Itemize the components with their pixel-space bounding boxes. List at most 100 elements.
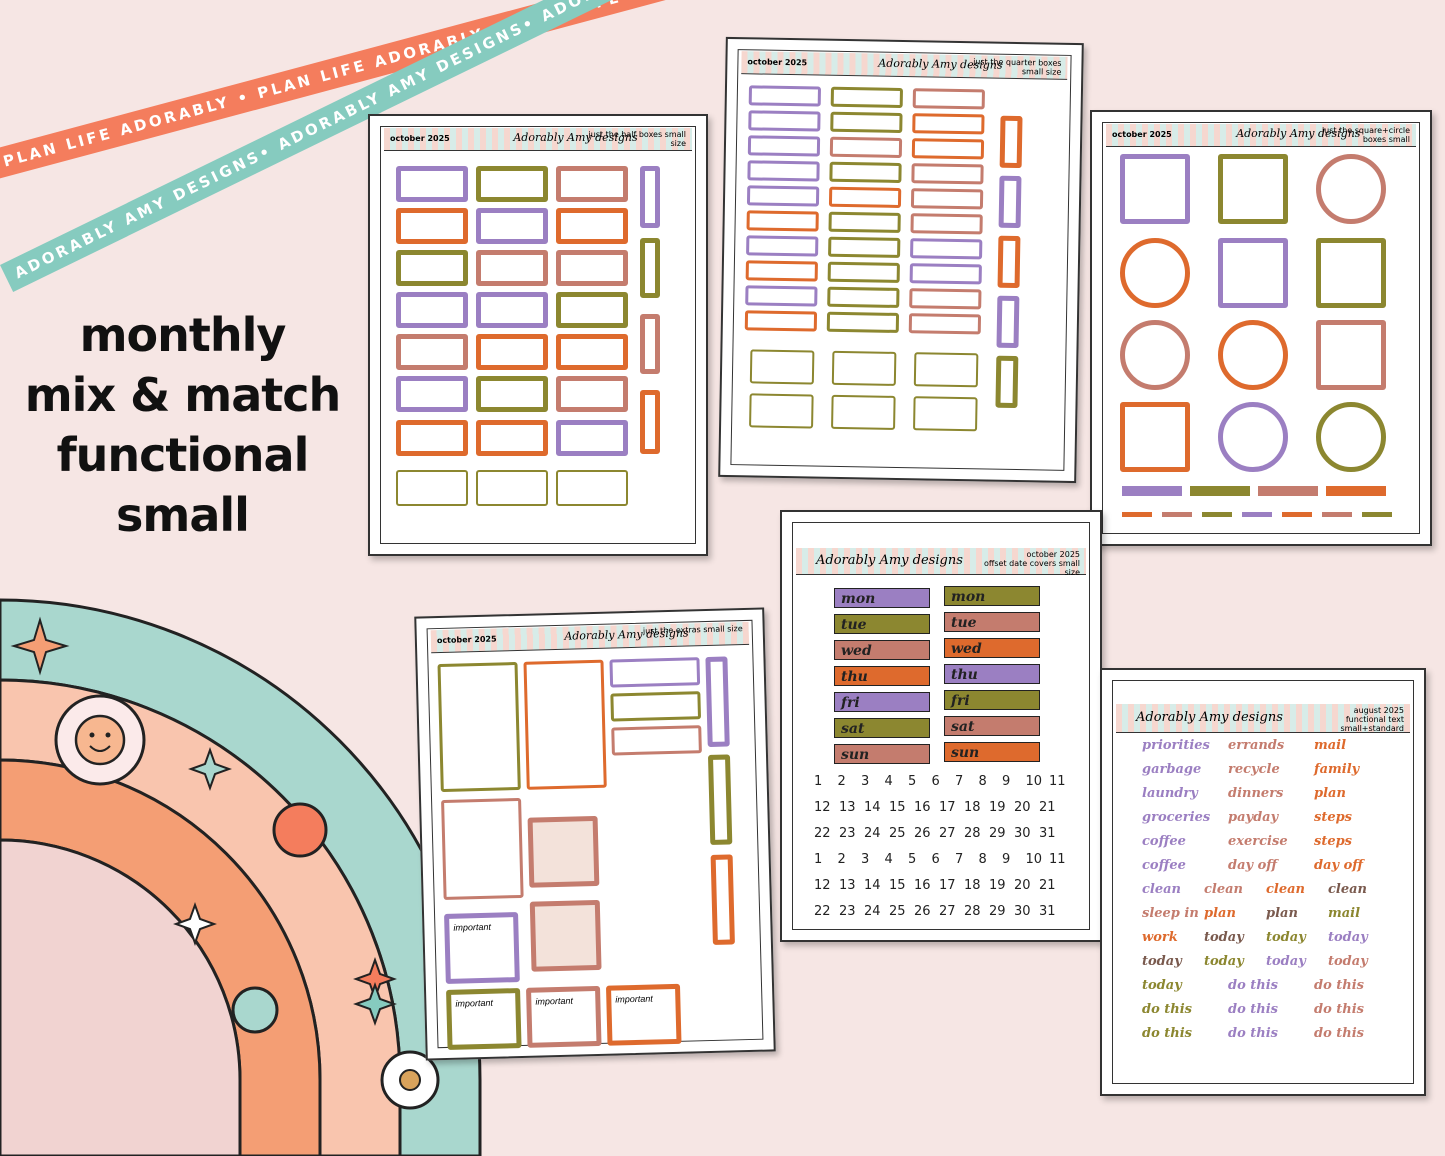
sheet-header: october 2025 Adorably Amy designs just t… (1106, 124, 1416, 147)
date-number: 14 (864, 878, 881, 893)
date-number: 17 (939, 878, 956, 893)
date-number: 16 (914, 878, 931, 893)
half-box-sticker (396, 250, 468, 286)
sticker-sheet-quarter-boxes: october 2025 Adorably Amy designs just t… (718, 36, 1084, 484)
functional-word-sticker: clean (1266, 882, 1305, 897)
date-number: 29 (989, 904, 1006, 919)
functional-word-sticker: work (1142, 930, 1178, 945)
sheet-month: october 2025 (747, 57, 808, 68)
important-box-sticker: important (446, 988, 522, 1050)
sticker-grid (384, 158, 692, 540)
checklist-sticker (437, 661, 521, 793)
quarter-box-sticker (911, 138, 985, 160)
frame-sticker (749, 393, 814, 429)
arrow-right-icon (1122, 512, 1152, 517)
date-number: 15 (889, 878, 906, 893)
date-number: 23 (839, 826, 856, 841)
date-number: 22 (814, 904, 831, 919)
sticker-sheet-date-covers: Adorably Amy designs october 2025 offset… (780, 510, 1102, 942)
arrow-left-icon (1326, 486, 1386, 496)
tracker-sticker (611, 725, 702, 756)
sticker-grid (734, 81, 1067, 467)
sheet-title: just the extras small size (642, 624, 743, 636)
functional-word-sticker: exercise (1228, 834, 1288, 849)
date-number: 11 (1049, 852, 1066, 867)
functional-word-sticker: today (1266, 954, 1306, 969)
functional-word-sticker: dinners (1228, 786, 1284, 801)
functional-word-sticker: family (1314, 762, 1360, 777)
functional-word-sticker: plan (1266, 906, 1298, 921)
date-number: 7 (955, 774, 964, 789)
functional-word-sticker: recycle (1228, 762, 1280, 777)
day-cover-fri: fri (834, 692, 930, 712)
day-cover-fri: fri (944, 690, 1040, 710)
half-box-sticker (556, 334, 628, 370)
frame-sticker (749, 349, 815, 385)
sheet-border (1102, 122, 1420, 534)
arrow-right-icon (1242, 512, 1272, 517)
date-number: 19 (989, 878, 1006, 893)
day-cover-thu: thu (834, 666, 930, 686)
important-label: important (615, 993, 653, 1005)
brand-logo: Adorably Amy designs (816, 553, 963, 568)
sheet-title: just the half boxes small size (588, 130, 686, 148)
square-box-sticker (1120, 154, 1190, 224)
quarter-box-sticker (830, 111, 903, 134)
sheet-border (792, 522, 1090, 930)
date-number: 25 (889, 826, 906, 841)
important-label: important (453, 921, 492, 933)
date-number: 28 (964, 904, 981, 919)
brand-logo: Adorably Amy designs (513, 131, 638, 144)
functional-word-sticker: clean (1328, 882, 1367, 897)
half-box-sticker (556, 420, 628, 456)
functional-word-sticker: plan (1314, 786, 1346, 801)
half-box-sticker (476, 292, 548, 328)
checklist-sticker (523, 659, 607, 790)
side-strip-sticker (710, 854, 735, 945)
date-number: 9 (1002, 774, 1011, 789)
side-strip-sticker (995, 355, 1019, 409)
frame-sticker (831, 394, 896, 430)
half-box-sticker (396, 208, 468, 244)
date-number: 17 (939, 800, 956, 815)
sheet-border (380, 126, 696, 544)
sheet-subtitle: offset date covers small size (983, 559, 1080, 577)
date-number: 14 (864, 800, 881, 815)
square-box-sticker (1316, 320, 1386, 390)
sheet-title: august 2025 functional text small+standa… (1294, 706, 1405, 733)
date-number: 10 (1025, 774, 1043, 789)
functional-word-sticker: today (1142, 954, 1182, 969)
date-number: 6 (931, 852, 940, 867)
date-number: 20 (1014, 800, 1031, 815)
quarter-box-sticker (830, 86, 904, 109)
day-cover-tue: tue (834, 614, 930, 634)
quarter-box-sticker (827, 286, 900, 308)
day-cover-tue: tue (944, 612, 1040, 632)
quarter-box-sticker (744, 310, 818, 332)
half-box-sticker (556, 250, 628, 286)
headline-line-4: small (116, 488, 250, 542)
frame-sticker (913, 396, 978, 432)
half-box-sticker (556, 292, 628, 328)
quarter-box-sticker (829, 161, 902, 183)
date-number: 24 (864, 826, 881, 841)
quarter-box-sticker (911, 163, 984, 185)
sheet-title: just the square+circle boxes small (1321, 126, 1410, 144)
square-box-sticker (1316, 238, 1386, 308)
frame-sticker (831, 350, 897, 386)
brand-logo: Adorably Amy designs (1136, 710, 1283, 725)
date-number: 2 (837, 852, 846, 867)
quarter-box-sticker (912, 113, 985, 135)
functional-word-sticker: today (1266, 930, 1306, 945)
brand-logo: Adorably Amy designs (1236, 127, 1361, 140)
functional-word-sticker: do this (1314, 1002, 1365, 1017)
checklist-sticker (441, 797, 524, 900)
sticker-sheet-extras: october 2025 Adorably Amy designs just t… (414, 607, 776, 1061)
arrow-right-icon (1202, 512, 1232, 517)
date-number: 18 (964, 878, 981, 893)
sticker-grid: important important important important (431, 652, 759, 1050)
circle-sticker (1316, 402, 1386, 472)
half-box-sticker (396, 166, 468, 202)
functional-word-sticker: sleep in (1142, 906, 1199, 921)
sheet-header: Adorably Amy designs october 2025 offset… (796, 548, 1086, 577)
